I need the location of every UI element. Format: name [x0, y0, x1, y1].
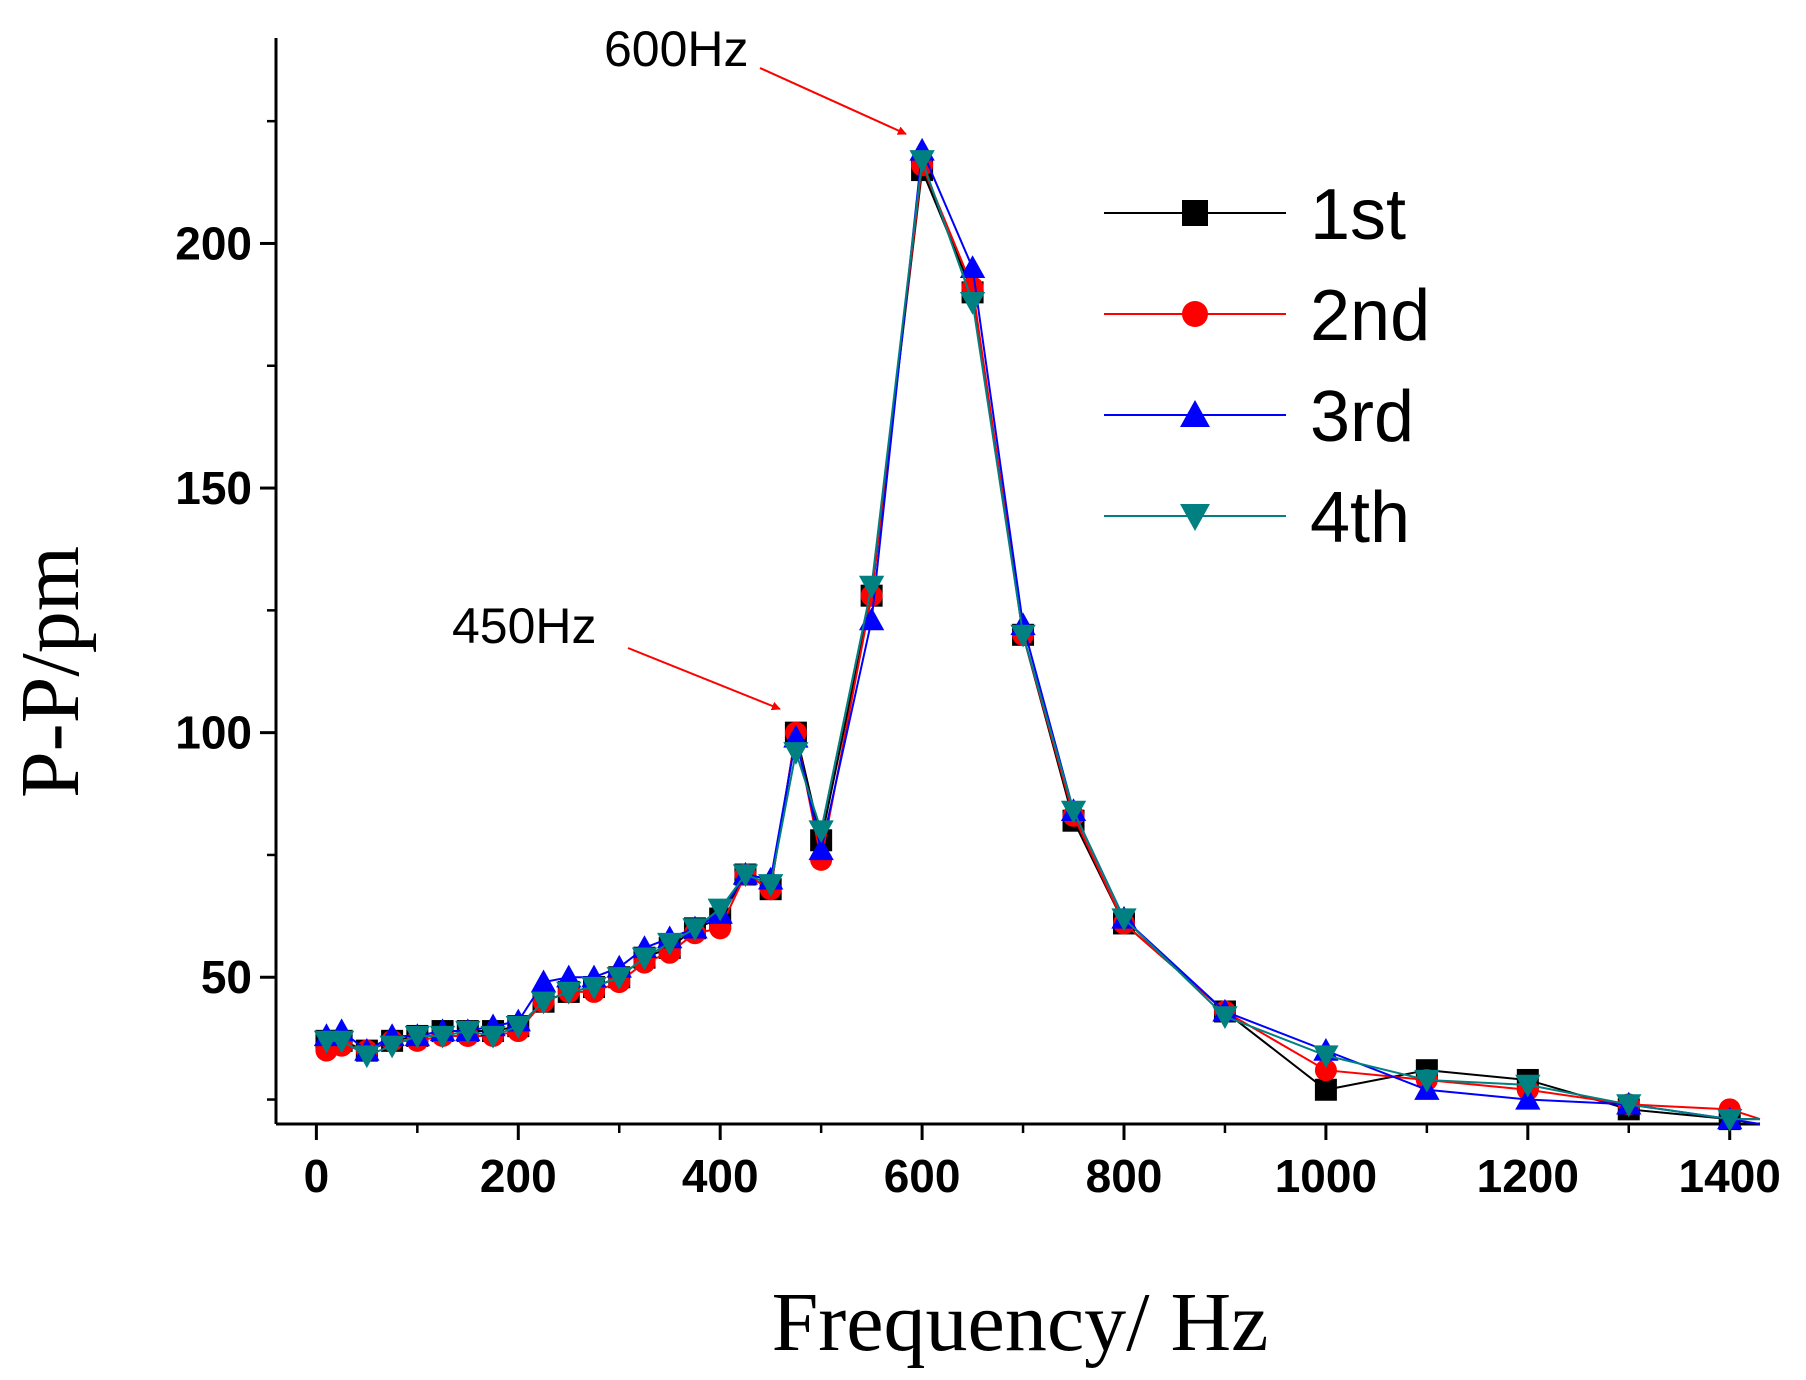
data-point-4th	[606, 967, 632, 990]
x-tick-label: 600	[884, 1150, 961, 1202]
annotation-label: 600Hz	[604, 21, 749, 77]
data-point-4th	[328, 1030, 355, 1054]
x-tick-label: 1400	[1679, 1150, 1781, 1202]
y-tick-label: 150	[175, 462, 252, 514]
x-tick-label: 0	[304, 1150, 330, 1202]
data-point-4th	[455, 1020, 481, 1044]
data-point-4th	[505, 1016, 531, 1039]
data-point-4th	[1212, 1006, 1238, 1030]
data-point-4th	[1515, 1074, 1541, 1098]
y-tick-label: 100	[175, 707, 252, 759]
y-tick-label: 200	[175, 217, 252, 269]
data-point-4th	[429, 1025, 456, 1049]
x-tick-label: 200	[480, 1150, 557, 1202]
legend-label: 3rd	[1310, 377, 1414, 457]
data-point-4th	[480, 1025, 506, 1049]
data-point-4th	[581, 976, 607, 1000]
annotation-layer: 600Hz 450Hz	[452, 21, 907, 711]
data-point-4th	[1313, 1045, 1339, 1069]
data-point-4th	[631, 947, 658, 971]
series-line-2nd	[326, 161, 1761, 1121]
data-point-4th	[1717, 1108, 1743, 1132]
series-4th	[313, 150, 1760, 1132]
data-point-4th	[530, 991, 557, 1015]
legend-marker-4th	[1180, 504, 1210, 531]
series-line-3rd	[326, 146, 1761, 1125]
data-point-3rd	[783, 724, 809, 748]
data-point-3rd	[959, 255, 986, 279]
data-point-2nd	[1314, 1059, 1337, 1082]
x-tick-label: 400	[682, 1150, 759, 1202]
data-point-4th	[783, 742, 809, 765]
data-point-4th	[808, 820, 834, 844]
data-point-4th	[758, 874, 784, 897]
data-point-4th	[1414, 1069, 1440, 1093]
data-point-4th	[657, 932, 683, 956]
data-point-4th	[379, 1035, 405, 1059]
data-point-4th	[732, 864, 759, 888]
data-point-4th	[858, 575, 885, 599]
series-line-4th	[326, 159, 1760, 1121]
legend-item-3rd: 3rd	[1104, 377, 1414, 457]
data-point-4th	[707, 898, 733, 922]
data-point-4th	[959, 292, 986, 315]
x-tick-label: 1200	[1477, 1150, 1579, 1202]
data-point-4th	[404, 1025, 430, 1049]
x-axis-title: Frequency/ Hz	[772, 1276, 1269, 1369]
annotation-arrow	[627, 647, 781, 711]
legend-marker-1st	[1182, 200, 1208, 226]
legend-item-2nd: 2nd	[1104, 276, 1430, 356]
legend-label: 2nd	[1310, 276, 1430, 356]
x-tick-label: 800	[1086, 1150, 1163, 1202]
data-point-3rd	[1515, 1086, 1541, 1110]
data-point-4th	[354, 1045, 380, 1069]
y-tick-label: 50	[201, 951, 252, 1003]
legend-label: 1st	[1310, 175, 1406, 255]
plot-axes: 0 200 400 600 800 1000 1200 1400 50 100 150 200	[175, 38, 1781, 1202]
legend-marker-2nd	[1182, 301, 1208, 327]
annotation-arrow	[759, 67, 907, 135]
x-tick-label: 1000	[1275, 1150, 1377, 1202]
data-point-4th	[682, 918, 708, 941]
series-layer	[313, 137, 1761, 1132]
data-point-3rd	[808, 837, 834, 861]
legend-item-1st: 1st	[1104, 175, 1406, 255]
data-point-4th	[1616, 1094, 1642, 1118]
legend: 1st 2nd 3rd 4th	[1104, 175, 1430, 558]
data-point-3rd	[530, 969, 557, 993]
data-point-3rd	[556, 964, 582, 988]
data-point-4th	[1060, 800, 1087, 824]
data-point-4th	[556, 981, 582, 1005]
data-point-1st	[1314, 1078, 1337, 1101]
legend-label: 4th	[1310, 478, 1410, 558]
y-axis-title: P-P/pm	[4, 546, 97, 798]
legend-item-4th: 4th	[1104, 478, 1410, 558]
data-point-4th	[909, 150, 935, 173]
data-point-4th	[1010, 624, 1036, 648]
legend-marker-3rd	[1180, 400, 1210, 427]
data-point-4th	[1111, 908, 1137, 932]
annotation-label: 450Hz	[452, 598, 597, 654]
data-point-3rd	[858, 607, 885, 631]
